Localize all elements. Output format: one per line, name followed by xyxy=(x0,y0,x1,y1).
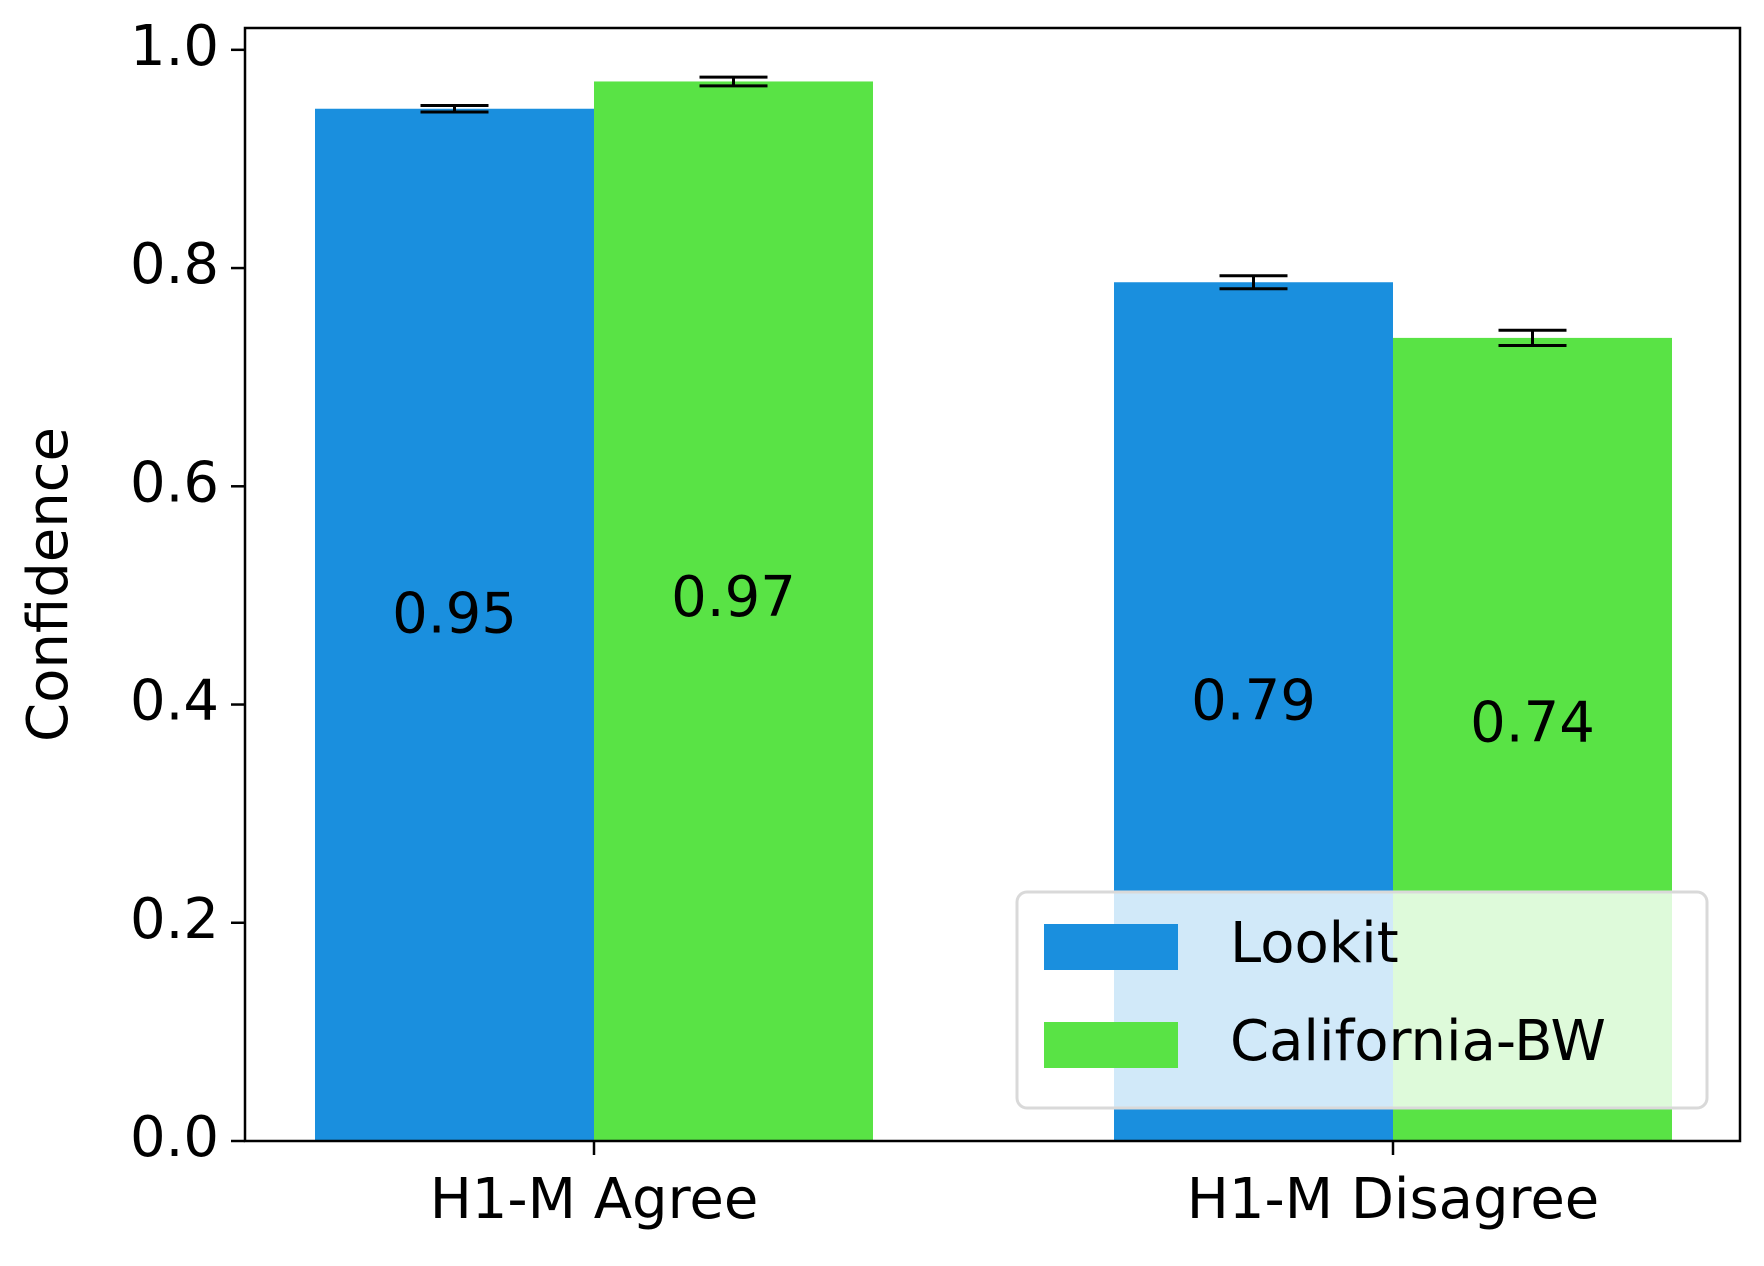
y-tick-label: 1.0 xyxy=(130,14,219,79)
y-tick-label: 0.2 xyxy=(130,887,219,952)
legend: Lookit California-BW xyxy=(1015,890,1709,1110)
legend-box xyxy=(1015,890,1709,1110)
legend-label-1: California-BW xyxy=(1230,1009,1606,1074)
y-axis: 0.0 0.2 0.4 0.6 0.8 1.0 xyxy=(130,14,245,1170)
y-tick-label: 0.0 xyxy=(130,1105,219,1170)
plot-frame xyxy=(243,26,1742,1143)
legend-swatch-1 xyxy=(1044,1022,1178,1068)
y-axis-label: Confidence xyxy=(16,427,81,742)
error-bar-0-1 xyxy=(1219,274,1288,291)
error-bar-1-1 xyxy=(1498,328,1567,348)
data-label-1-0: 0.97 xyxy=(671,565,796,630)
x-tick-label: H1-M Disagree xyxy=(1187,1167,1599,1232)
y-tick-label: 0.8 xyxy=(130,232,219,297)
error-bar-1-0 xyxy=(699,75,768,88)
x-tick-label: H1-M Agree xyxy=(430,1167,759,1232)
data-label-0-1: 0.79 xyxy=(1191,669,1316,734)
error-bar-0-0 xyxy=(420,103,489,114)
bar-1-0 xyxy=(594,81,873,1141)
bar-0-0 xyxy=(315,108,594,1141)
error-bars-layer xyxy=(420,75,1567,348)
legend-label-0: Lookit xyxy=(1230,911,1399,976)
data-label-1-1: 0.74 xyxy=(1470,690,1595,755)
legend-swatch-0 xyxy=(1044,924,1178,970)
x-axis: H1-M Agree H1-M Disagree xyxy=(430,1141,1599,1232)
y-tick-label: 0.4 xyxy=(130,669,219,734)
data-labels-layer: 0.95 0.79 0.97 0.74 xyxy=(392,565,1595,755)
y-tick-label: 0.6 xyxy=(130,450,219,515)
data-label-0-0: 0.95 xyxy=(392,581,517,646)
